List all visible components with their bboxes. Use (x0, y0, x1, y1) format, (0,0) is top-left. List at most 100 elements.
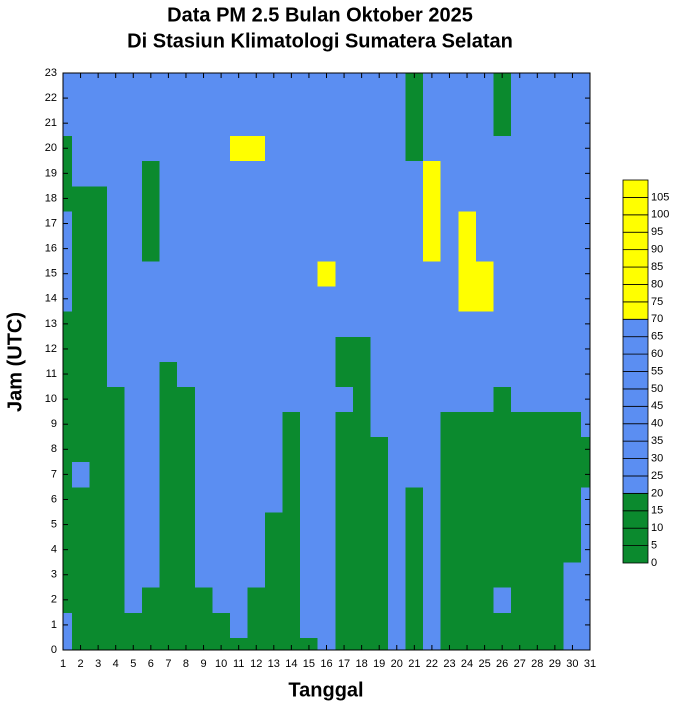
cell (370, 436, 389, 463)
colorbar-box (622, 266, 649, 285)
cell (475, 160, 494, 187)
cell (177, 311, 196, 337)
x-tick-label: 30 (566, 658, 578, 670)
cell (546, 286, 565, 312)
cell (387, 361, 406, 387)
cell (124, 110, 143, 137)
cell (423, 637, 442, 651)
cell (317, 210, 336, 237)
cell (247, 461, 266, 488)
cell (352, 461, 371, 488)
cell (493, 411, 512, 438)
cell (528, 236, 547, 262)
cell (563, 386, 582, 413)
cell (265, 411, 283, 438)
cell (300, 386, 319, 413)
cell (71, 261, 90, 287)
cell (458, 85, 477, 112)
cell (247, 336, 266, 362)
cell (423, 160, 442, 187)
x-tick-label: 22 (426, 658, 438, 670)
cell (89, 286, 108, 312)
colorbar-label: 75 (651, 296, 663, 308)
x-tick-label: 10 (215, 658, 227, 670)
cell (159, 461, 178, 488)
cell (265, 311, 283, 337)
colorbar-box (622, 371, 649, 390)
cell (387, 236, 406, 262)
x-tick-label: 6 (148, 658, 154, 670)
cell (177, 210, 196, 237)
cell (106, 261, 125, 287)
cell (581, 637, 591, 651)
cell (510, 336, 529, 362)
colorbar-box (622, 458, 649, 477)
cell (546, 587, 565, 613)
cell (423, 286, 442, 312)
cell (387, 562, 406, 588)
cell (300, 160, 319, 187)
cell (458, 311, 477, 337)
cell (423, 486, 442, 513)
cell (300, 311, 319, 337)
cell (387, 512, 406, 538)
cell (282, 85, 301, 112)
cell (317, 261, 336, 287)
cell (563, 637, 582, 651)
cell (352, 85, 371, 112)
cell (352, 537, 371, 563)
cell (458, 135, 477, 162)
cell (475, 436, 494, 463)
cell (124, 637, 143, 651)
cell (177, 386, 196, 413)
cell (71, 411, 90, 438)
cell (194, 562, 213, 588)
cell (563, 185, 582, 212)
colorbar-label: 50 (651, 383, 663, 395)
cell (212, 587, 231, 613)
cell (89, 336, 108, 362)
colorbar-box (622, 318, 649, 338)
cell (177, 411, 196, 438)
colorbar-label: 15 (651, 505, 663, 517)
colorbar-label: 80 (651, 278, 663, 290)
cell (247, 386, 266, 413)
cell (405, 612, 424, 638)
cell (423, 73, 442, 86)
cell (300, 562, 319, 588)
cell (387, 612, 406, 638)
cell (510, 236, 529, 262)
cell (335, 587, 354, 613)
cell (229, 286, 248, 312)
cell (405, 361, 424, 387)
cell (247, 160, 266, 187)
cell (247, 185, 266, 212)
cell (387, 185, 406, 212)
cell (405, 537, 424, 563)
cell (405, 311, 424, 337)
cell (194, 73, 213, 86)
cell (440, 486, 459, 513)
cell (300, 261, 319, 287)
cell (194, 185, 213, 212)
cell (282, 110, 301, 137)
cell (282, 637, 301, 651)
cell (142, 311, 161, 337)
cell (142, 286, 161, 312)
cell (352, 160, 371, 187)
cell (352, 386, 371, 413)
cell (229, 236, 248, 262)
cell (89, 210, 108, 237)
cell (282, 210, 301, 237)
cell (370, 461, 389, 488)
colorbar-box (622, 545, 649, 564)
cell (563, 160, 582, 187)
cell (352, 286, 371, 312)
cell (387, 311, 406, 337)
colorbar-box (622, 197, 649, 216)
cell (440, 110, 459, 137)
cell (510, 261, 529, 287)
cell (89, 486, 108, 513)
cell (510, 512, 529, 538)
cell (177, 486, 196, 513)
